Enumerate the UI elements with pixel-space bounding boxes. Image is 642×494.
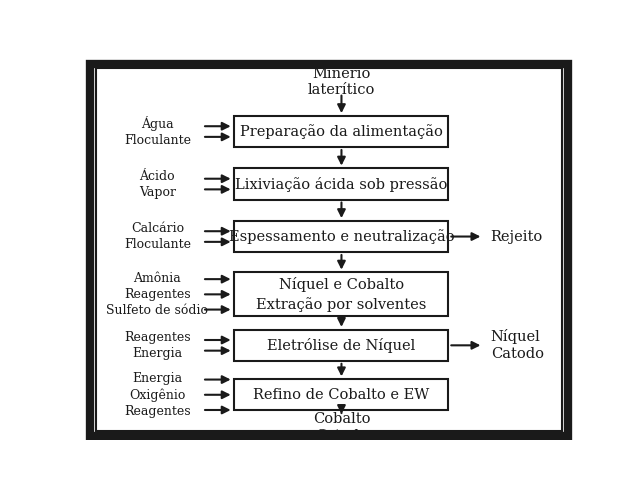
FancyBboxPatch shape [234, 379, 449, 411]
Text: Níquel
Catodo: Níquel Catodo [490, 329, 544, 362]
Text: Preparação da alimentação: Preparação da alimentação [240, 124, 443, 139]
Text: Refino de Cobalto e EW: Refino de Cobalto e EW [254, 388, 429, 402]
Text: Cobalto
Catodo: Cobalto Catodo [313, 412, 370, 443]
Text: Água
Floculante: Água Floculante [124, 116, 191, 147]
Text: Reagentes
Energia: Reagentes Energia [124, 331, 191, 360]
Text: Ácido
Vapor: Ácido Vapor [139, 169, 176, 199]
Text: Minério
laterítico: Minério laterítico [308, 67, 375, 97]
Text: Níquel e Cobalto
Extração por solventes: Níquel e Cobalto Extração por solventes [256, 277, 427, 312]
Text: Eletrólise de Níquel: Eletrólise de Níquel [267, 338, 415, 353]
Text: Espessamento e neutralização: Espessamento e neutralização [229, 229, 455, 244]
FancyBboxPatch shape [234, 168, 449, 200]
Text: Lixiviação ácida sob pressão: Lixiviação ácida sob pressão [235, 176, 447, 192]
FancyBboxPatch shape [234, 116, 449, 147]
Text: Rejeito: Rejeito [490, 230, 543, 244]
Text: Energia
Oxigênio
Reagentes: Energia Oxigênio Reagentes [124, 372, 191, 417]
FancyBboxPatch shape [234, 273, 449, 316]
Text: Amônia
Reagentes
Sulfeto de sódio: Amônia Reagentes Sulfeto de sódio [107, 272, 209, 317]
Text: Calcário
Floculante: Calcário Floculante [124, 222, 191, 251]
FancyBboxPatch shape [234, 329, 449, 361]
FancyBboxPatch shape [234, 221, 449, 252]
